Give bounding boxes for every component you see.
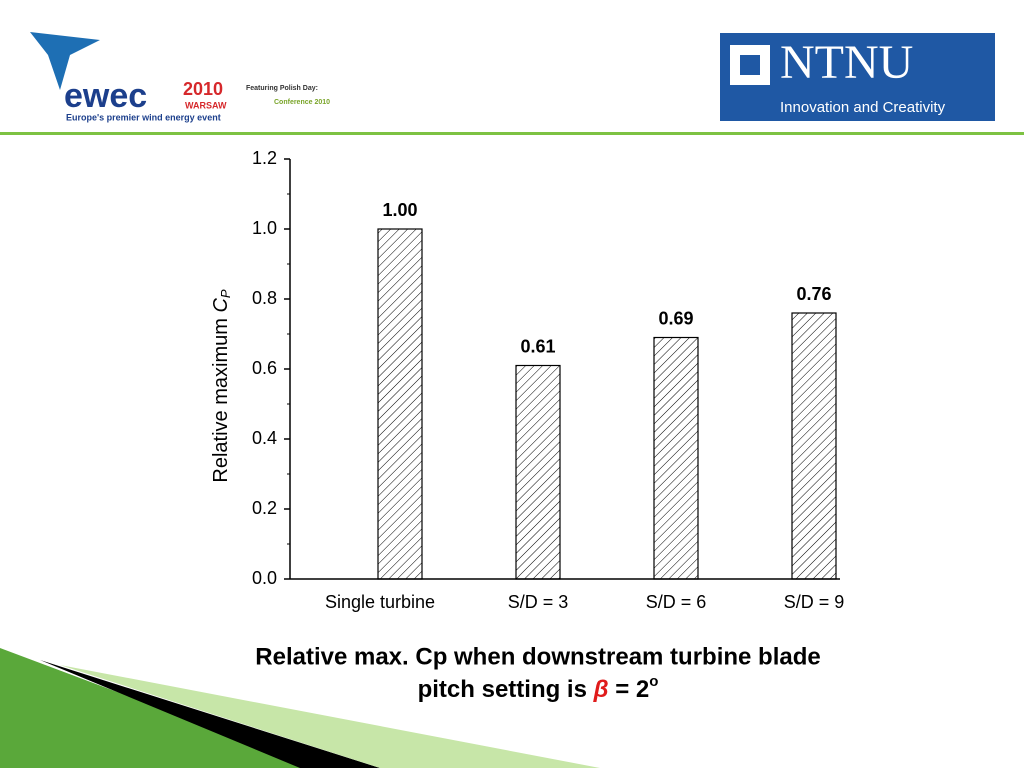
decoration: [60, 665, 600, 768]
y-tick-label: 1.0: [252, 218, 277, 238]
y-tick-label: 0.4: [252, 428, 277, 448]
y-label-sub: P: [218, 289, 233, 298]
decoration: [40, 660, 380, 768]
value-label: 0.76: [796, 284, 831, 304]
y-tick-label: 0.8: [252, 288, 277, 308]
logo-tagline: Innovation and Creativity: [780, 99, 946, 116]
logo-year: 2010: [183, 79, 223, 99]
caption-symbol: β: [593, 676, 609, 703]
caption-text: = 2: [615, 676, 649, 703]
caption: pitch setting is β = 2o: [418, 673, 659, 703]
value-label: 0.61: [520, 336, 555, 356]
value-label: 1.00: [382, 200, 417, 220]
x-tick-label: Single turbine: [325, 592, 435, 612]
logo-square: [740, 55, 760, 75]
caption-text: pitch setting is: [418, 676, 587, 703]
ewec-logo: ewec 2010 WARSAW Europe's premier wind e…: [30, 32, 330, 122]
y-label-var: C: [210, 298, 232, 313]
value-label: 0.69: [658, 308, 693, 328]
x-tick-label: S/D = 9: [784, 592, 845, 612]
logo-conference: Conference 2010: [274, 99, 330, 106]
y-label-text: Relative maximum: [210, 318, 232, 482]
header-rule: [0, 132, 1024, 135]
x-tick-label: S/D = 3: [508, 592, 569, 612]
logo-text: ewec: [64, 77, 147, 115]
logo-city: WARSAW: [185, 100, 227, 110]
bar: [377, 228, 423, 580]
bar: [791, 312, 837, 580]
caption: Relative max. Cp when downstream turbine…: [255, 643, 820, 670]
logo-featuring: Featuring Polish Day:: [246, 85, 318, 92]
ntnu-logo: NTNU Innovation and Creativity: [720, 33, 995, 121]
y-tick-label: 0.0: [252, 568, 277, 588]
y-tick-label: 0.6: [252, 358, 277, 378]
bar: [653, 336, 699, 580]
y-tick-label: 1.2: [252, 148, 277, 168]
x-tick-label: S/D = 6: [646, 592, 707, 612]
y-axis-label: Relative maximum CP: [210, 289, 233, 483]
caption-sup: o: [649, 673, 658, 690]
logo-tagline: Europe's premier wind energy event: [66, 112, 221, 122]
logo-text: NTNU: [780, 36, 913, 89]
y-tick-label: 0.2: [252, 498, 277, 518]
bar: [515, 364, 561, 580]
logo-mark: [30, 32, 100, 90]
